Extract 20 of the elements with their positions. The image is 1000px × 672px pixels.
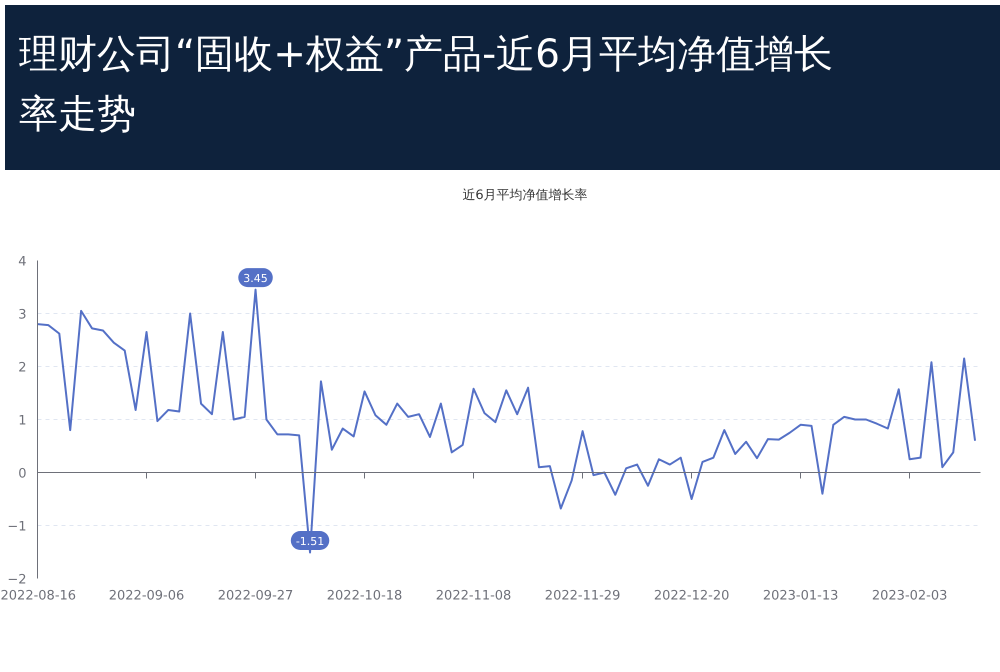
y-tick-label: −2 bbox=[7, 572, 27, 588]
annotation: 3.45 bbox=[243, 272, 268, 286]
text: 近6月平均净值增长率 bbox=[462, 187, 588, 204]
x-tick-label: 2022-08-16 bbox=[0, 588, 76, 604]
annotation: -1.51 bbox=[296, 535, 324, 548]
y-tick-label: 0 bbox=[18, 466, 27, 482]
y-tick-label: 2 bbox=[18, 360, 27, 376]
x-tick-label: 2022-09-06 bbox=[108, 588, 184, 604]
x-tick-label: 2023-01-13 bbox=[762, 588, 838, 604]
y-tick-label: 4 bbox=[18, 254, 27, 270]
x-tick-label: 2022-11-08 bbox=[436, 588, 512, 604]
y-tick-label: −1 bbox=[7, 520, 27, 534]
x-tick-label: 2022-11-29 bbox=[544, 588, 620, 604]
x-tick-label: 2022-12-20 bbox=[654, 588, 730, 604]
y-tick-label: 3 bbox=[18, 308, 27, 322]
chart-title: 理财公司“固收+权益”产品-近6月平均净值增长率走势 bbox=[19, 31, 834, 139]
x-tick-label: 2023-02-03 bbox=[872, 588, 948, 604]
y-tick-label: 1 bbox=[18, 414, 27, 428]
x-tick-label: 2022-09-27 bbox=[218, 588, 294, 604]
x-tick-label: 2022-10-18 bbox=[326, 588, 402, 604]
